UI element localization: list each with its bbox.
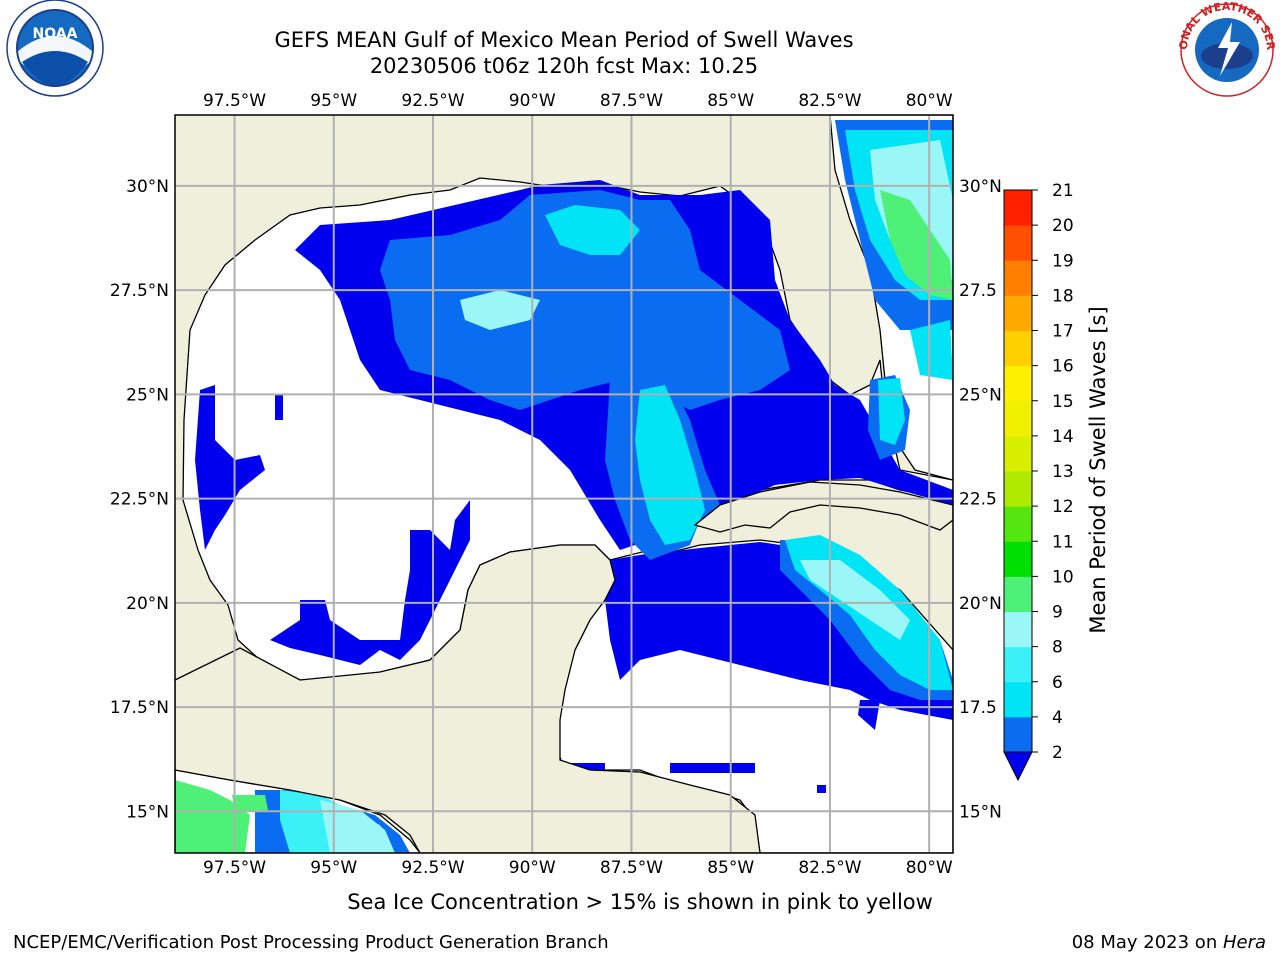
gulf-of-mexico	[182, 177, 953, 681]
yucatan-peninsula	[175, 544, 761, 853]
colorbar-tick-label: 8	[1052, 638, 1063, 658]
map-gridlines	[175, 115, 953, 853]
lat-label-left: 25°N	[126, 385, 169, 405]
lon-label-top: 95°W	[310, 91, 357, 111]
colorbar-bin	[1004, 681, 1032, 718]
lat-label-right: 20°N	[959, 594, 1002, 614]
colorbar-tick-label: 18	[1052, 286, 1074, 306]
land-background	[175, 115, 953, 853]
caribbean-sea	[554, 539, 953, 853]
footer-machine: Hera	[1222, 932, 1266, 953]
colorbar-bin	[1004, 506, 1032, 542]
chart-subtitle: 20230506 t06z 120h fcst Max: 10.25	[369, 54, 759, 78]
colorbar-tick-label: 11	[1052, 532, 1074, 552]
colorbar-bin	[1004, 295, 1032, 331]
colorbar-bin	[1004, 260, 1032, 296]
colorbar-tick-label: 15	[1052, 392, 1074, 412]
lat-label-right: 25°N	[959, 385, 1002, 405]
lat-label-left: 17.5°N	[110, 698, 169, 718]
footer-branch: NCEP/EMC/Verification Post Processing Pr…	[13, 932, 609, 953]
lon-label-bottom: 87.5°W	[600, 858, 663, 878]
lat-label-left: 30°N	[126, 177, 169, 197]
lat-label-right: 17.5	[959, 698, 997, 718]
sea-ice-caption: Sea Ice Concentration > 15% is shown in …	[347, 890, 933, 914]
lat-label-left: 20°N	[126, 594, 169, 614]
lon-label-top: 92.5°W	[401, 91, 464, 111]
colorbar-bin	[1004, 435, 1032, 472]
lat-label-left: 27.5°N	[110, 281, 169, 301]
colorbar-bin	[1004, 365, 1032, 402]
colorbar-bin	[1004, 611, 1032, 648]
colorbar-tick-label: 13	[1052, 462, 1074, 482]
cuba	[693, 481, 953, 533]
lon-label-top: 80°W	[906, 91, 953, 111]
swell-period-field	[175, 120, 953, 853]
map-frame	[174, 114, 954, 854]
colorbar-bin	[1004, 400, 1032, 437]
lon-label-top: 82.5°W	[798, 91, 861, 111]
lon-label-bottom: 82.5°W	[798, 858, 861, 878]
lon-label-top: 85°W	[707, 91, 754, 111]
lon-label-top: 90°W	[509, 91, 556, 111]
colorbar-bin	[1004, 330, 1032, 367]
colorbar-bin	[1004, 541, 1032, 577]
pacific-ocean	[175, 769, 421, 853]
lat-label-right: 15°N	[959, 802, 1002, 822]
colorbar-tick-label: 21	[1052, 181, 1074, 201]
lon-label-bottom: 92.5°W	[401, 858, 464, 878]
lon-label-bottom: 90°W	[509, 858, 556, 878]
colorbar-tick-label: 6	[1052, 673, 1063, 693]
lon-label-bottom: 85°W	[707, 858, 754, 878]
colorbar-extend-arrow	[1003, 751, 1033, 782]
colorbar-bin	[1004, 576, 1032, 612]
colorbar-bin	[1004, 190, 1032, 226]
colorbar-tick-label: 19	[1052, 251, 1074, 271]
noaa-logo-text: NOAA	[33, 26, 78, 42]
colorbar-tick-label: 16	[1052, 357, 1074, 377]
chart-title: GEFS MEAN Gulf of Mexico Mean Period of …	[274, 28, 854, 52]
axis-labels: 97.5°W 95°W 92.5°W 90°W 87.5°W 85°W 82.5°W 80°W…	[110, 91, 1002, 878]
colorbar-tick-label: 12	[1052, 497, 1074, 517]
atlantic-ocean	[829, 115, 953, 481]
colorbar-bin	[1004, 646, 1032, 683]
lon-label-top: 97.5°W	[203, 91, 266, 111]
colorbar-tick-label: 10	[1052, 567, 1074, 587]
colorbar-bin	[1004, 716, 1032, 753]
colorbar: 2 4 6 8 9 10 11 12 13 14 15 16 17 18 19 20 21	[1003, 181, 1074, 782]
noaa-logo: NOAA	[6, 0, 104, 97]
lat-label-right: 27.5	[959, 281, 997, 301]
colorbar-tick-label: 20	[1052, 216, 1074, 236]
lon-label-bottom: 95°W	[310, 858, 357, 878]
colorbar-tick-label: 17	[1052, 322, 1074, 342]
lon-label-top: 87.5°W	[600, 91, 663, 111]
colorbar-frame	[1003, 189, 1033, 753]
colorbar-tick-label: 9	[1052, 603, 1063, 623]
nws-logo: NATIONAL WEATHER SERVICE	[1170, 0, 1277, 97]
colorbar-tick-label: 14	[1052, 427, 1074, 447]
colorbar-bin	[1004, 225, 1032, 261]
lat-label-right: 22.5	[959, 490, 997, 510]
colorbar-tick-label: 2	[1052, 743, 1063, 763]
footer-date-text: 08 May 2023 on	[1071, 932, 1223, 953]
colorbar-tick-label: 4	[1052, 708, 1063, 728]
lon-label-bottom: 80°W	[906, 858, 953, 878]
lat-label-right: 30°N	[959, 177, 1002, 197]
lon-label-bottom: 97.5°W	[203, 858, 266, 878]
lat-label-left: 15°N	[126, 802, 169, 822]
footer-date: 08 May 2023 on Hera	[1072, 932, 1266, 953]
colorbar-bin	[1004, 471, 1032, 507]
colorbar-label: Mean Period of Swell Waves [s]	[1086, 306, 1110, 633]
lat-label-left: 22.5°N	[110, 490, 169, 510]
